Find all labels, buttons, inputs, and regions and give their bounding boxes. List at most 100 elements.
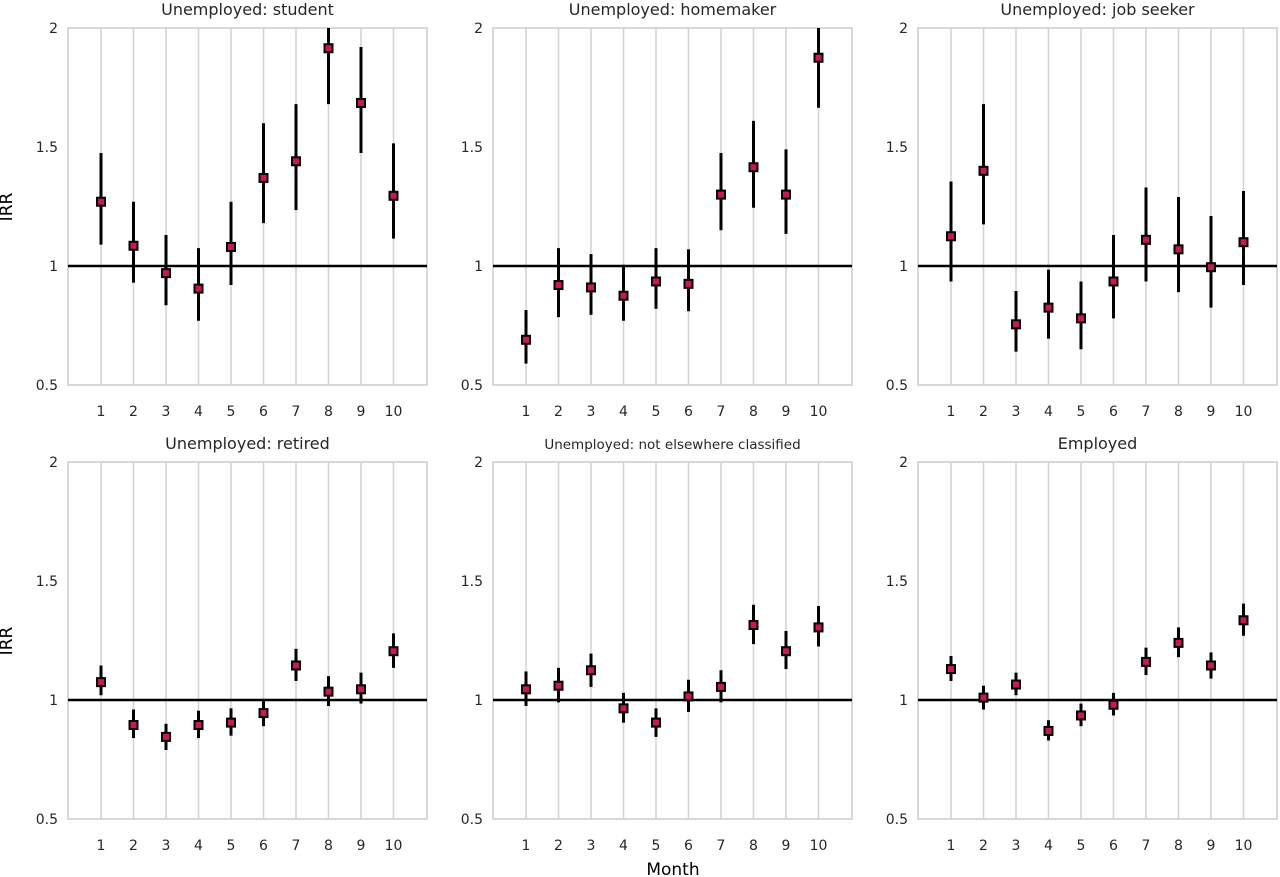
panel-title: Unemployed: retired	[165, 434, 330, 453]
y-tick-label: 0.5	[461, 812, 483, 828]
panel-frame	[917, 27, 1278, 386]
point-marker-month-3	[586, 282, 596, 293]
x-tick-label: 6	[684, 404, 693, 420]
x-tick-label: 3	[1012, 404, 1021, 420]
x-tick-label: 5	[652, 404, 661, 420]
point-marker-month-5	[651, 276, 661, 287]
x-tick-label: 2	[554, 404, 563, 420]
x-tick-label: 8	[324, 838, 333, 854]
point-marker-month-5	[651, 717, 661, 728]
point-marker-month-1	[521, 684, 531, 695]
y-tick-label: 2	[899, 455, 908, 471]
x-tick-label: 5	[652, 838, 661, 854]
point-marker-month-3	[161, 731, 171, 742]
x-tick-label: 4	[1044, 404, 1053, 420]
x-tick-label: 1	[522, 404, 531, 420]
x-tick-label: 2	[979, 838, 988, 854]
point-marker-month-1	[946, 231, 956, 242]
y-axis-label-top-row: IRR	[0, 192, 17, 221]
point-marker-month-7	[291, 660, 301, 671]
point-marker-month-7	[716, 681, 726, 692]
point-marker-month-9	[1206, 262, 1216, 273]
x-tick-label: 9	[357, 838, 366, 854]
x-tick-label: 1	[947, 838, 956, 854]
x-tick-label: 4	[194, 404, 203, 420]
panel-frame	[67, 461, 428, 820]
panel-title: Unemployed: student	[161, 0, 334, 19]
point-marker-month-8	[748, 162, 759, 173]
x-tick-label: 1	[97, 838, 106, 854]
point-marker-month-2	[128, 240, 139, 251]
point-marker-month-6	[683, 691, 694, 702]
point-marker-month-1	[521, 334, 531, 345]
x-tick-label: 8	[749, 404, 758, 420]
x-tick-label: 6	[1109, 404, 1118, 420]
panel-unemployed-student: Unemployed: student 0.5 1 1.5 2 1 2 3 4 5 6 7 8 9 10	[36, 0, 428, 420]
y-tick-label: 0.5	[886, 812, 908, 828]
y-axis-label-bottom-row: IRR	[0, 626, 17, 655]
x-tick-label: 2	[979, 404, 988, 420]
point-marker-month-9	[781, 646, 791, 657]
point-marker-month-8	[323, 686, 334, 697]
x-tick-label: 4	[619, 404, 628, 420]
y-tick-label: 1	[49, 259, 58, 275]
panel-unemployed-job-seeker: Unemployed: job seeker 0.5 1 1.5 2 1 2 3 4 5 6 7 8 9 1…	[886, 0, 1278, 420]
point-marker-month-10	[813, 52, 824, 63]
point-marker-month-4	[1043, 302, 1054, 313]
point-marker-month-10	[388, 646, 399, 657]
y-tick-label: 0.5	[36, 812, 58, 828]
x-tick-label: 9	[782, 404, 791, 420]
point-marker-month-8	[1173, 637, 1184, 648]
point-marker-month-9	[1206, 660, 1216, 671]
y-tick-label: 1	[899, 259, 908, 275]
y-tick-label: 1.5	[461, 140, 483, 156]
y-tick-label: 2	[474, 455, 483, 471]
x-tick-label: 1	[97, 404, 106, 420]
point-marker-month-8	[323, 43, 334, 54]
point-marker-month-1	[96, 677, 106, 688]
x-tick-label: 6	[259, 838, 268, 854]
y-tick-label: 1.5	[461, 574, 483, 590]
point-marker-month-5	[1076, 710, 1086, 721]
point-marker-month-7	[291, 156, 301, 167]
y-tick-label: 0.5	[461, 378, 483, 394]
point-marker-month-5	[1076, 313, 1086, 324]
point-marker-month-6	[258, 708, 269, 719]
point-marker-month-10	[1238, 615, 1249, 626]
point-marker-month-9	[356, 684, 366, 695]
y-tick-label: 1.5	[886, 140, 908, 156]
point-marker-month-4	[193, 719, 204, 730]
x-tick-label: 8	[324, 404, 333, 420]
y-tick-label: 1.5	[36, 574, 58, 590]
x-tick-label: 10	[1235, 404, 1253, 420]
x-tick-label: 5	[1077, 838, 1086, 854]
x-tick-label: 7	[292, 838, 301, 854]
point-marker-month-4	[193, 283, 204, 294]
point-marker-month-2	[553, 680, 564, 691]
x-tick-label: 3	[162, 838, 171, 854]
point-marker-month-9	[781, 189, 791, 200]
point-marker-month-9	[356, 97, 366, 108]
point-marker-month-6	[1108, 276, 1119, 287]
x-tick-label: 10	[810, 838, 828, 854]
point-marker-month-4	[618, 290, 629, 301]
point-marker-month-5	[226, 717, 236, 728]
y-tick-label: 2	[49, 21, 58, 37]
point-marker-month-7	[716, 189, 726, 200]
y-tick-label: 1.5	[36, 140, 58, 156]
point-marker-month-10	[1238, 237, 1249, 248]
x-tick-label: 5	[227, 838, 236, 854]
point-marker-month-8	[748, 620, 759, 631]
x-tick-label: 2	[554, 838, 563, 854]
x-axis-label: Month	[646, 860, 699, 877]
x-tick-label: 8	[1174, 404, 1183, 420]
point-marker-month-2	[553, 280, 564, 291]
y-tick-label: 2	[49, 455, 58, 471]
point-marker-month-3	[1011, 319, 1021, 330]
point-marker-month-10	[388, 190, 399, 201]
point-marker-month-6	[1108, 699, 1119, 710]
x-tick-label: 7	[292, 404, 301, 420]
x-tick-label: 10	[385, 404, 403, 420]
x-tick-label: 8	[1174, 838, 1183, 854]
